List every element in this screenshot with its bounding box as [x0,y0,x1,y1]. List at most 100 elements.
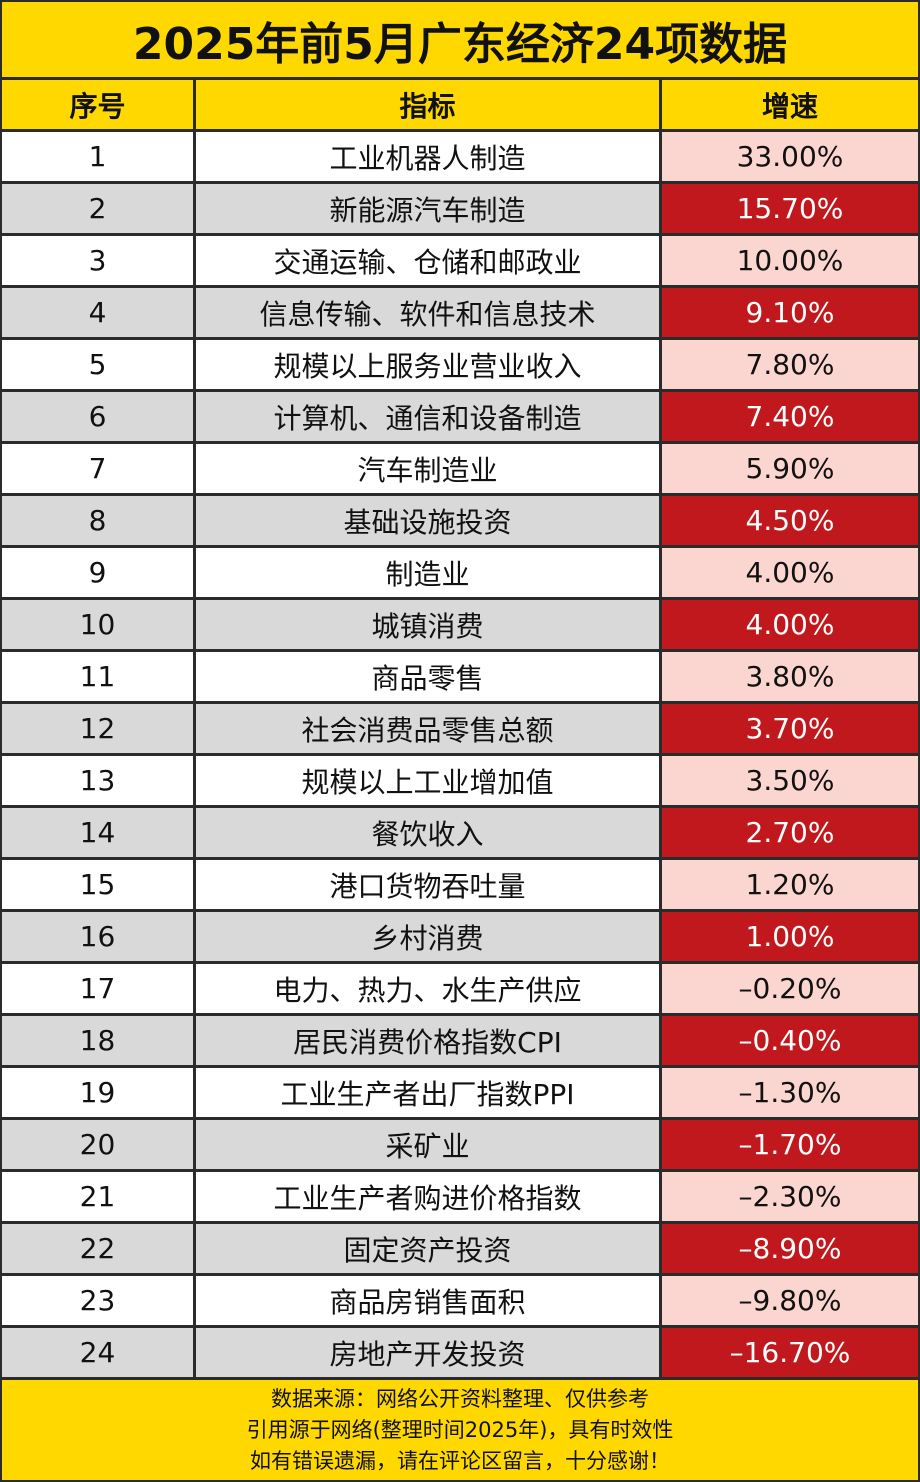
row-index: 16 [2,912,193,961]
row-index: 3 [2,236,193,285]
row-index: 5 [2,340,193,389]
table-row: 12 社会消费品零售总额 3.70% [2,704,918,753]
row-indicator: 餐饮收入 [196,808,659,857]
row-growth: –8.90% [662,1224,918,1273]
row-index: 12 [2,704,193,753]
row-index: 8 [2,496,193,545]
table-row: 6 计算机、通信和设备制造 7.40% [2,392,918,441]
row-index: 6 [2,392,193,441]
table-row: 10 城镇消费 4.00% [2,600,918,649]
row-index: 11 [2,652,193,701]
row-index: 13 [2,756,193,805]
row-indicator: 交通运输、仓储和邮政业 [196,236,659,285]
row-indicator: 新能源汽车制造 [196,184,659,233]
table-row: 20 采矿业 –1.70% [2,1120,918,1169]
row-growth: –2.30% [662,1172,918,1221]
row-growth: 7.40% [662,392,918,441]
row-indicator: 固定资产投资 [196,1224,659,1273]
row-index: 9 [2,548,193,597]
row-growth: 1.00% [662,912,918,961]
footer-note: 数据来源：网络公开资料整理、仅供参考 引用源于网络(整理时间2025年)，具有时… [2,1380,918,1480]
row-indicator: 商品零售 [196,652,659,701]
row-index: 22 [2,1224,193,1273]
table-row: 16 乡村消费 1.00% [2,912,918,961]
row-growth: 1.20% [662,860,918,909]
row-index: 1 [2,132,193,181]
table-row: 17 电力、热力、水生产供应 –0.20% [2,964,918,1013]
row-growth: 15.70% [662,184,918,233]
row-index: 21 [2,1172,193,1221]
row-indicator: 信息传输、软件和信息技术 [196,288,659,337]
row-growth: 3.80% [662,652,918,701]
table-row: 21 工业生产者购进价格指数 –2.30% [2,1172,918,1221]
table-row: 19 工业生产者出厂指数PPI –1.30% [2,1068,918,1117]
table-row: 5 规模以上服务业营业收入 7.80% [2,340,918,389]
row-indicator: 制造业 [196,548,659,597]
row-growth: –16.70% [662,1328,918,1377]
table-row: 7 汽车制造业 5.90% [2,444,918,493]
table-row: 9 制造业 4.00% [2,548,918,597]
row-index: 2 [2,184,193,233]
row-growth: 4.00% [662,548,918,597]
table-row: 22 固定资产投资 –8.90% [2,1224,918,1273]
row-index: 23 [2,1276,193,1325]
row-growth: –1.70% [662,1120,918,1169]
row-indicator: 采矿业 [196,1120,659,1169]
row-growth: 10.00% [662,236,918,285]
row-indicator: 房地产开发投资 [196,1328,659,1377]
table-header: 序号 指标 增速 [2,80,918,129]
row-growth: –9.80% [662,1276,918,1325]
row-growth: –1.30% [662,1068,918,1117]
row-indicator: 城镇消费 [196,600,659,649]
row-index: 24 [2,1328,193,1377]
row-indicator: 计算机、通信和设备制造 [196,392,659,441]
row-indicator: 居民消费价格指数CPI [196,1016,659,1065]
row-growth: 33.00% [662,132,918,181]
row-indicator: 港口货物吞吐量 [196,860,659,909]
footer-line-feedback: 如有错误遗漏，请在评论区留言，十分感谢！ [250,1448,670,1473]
table-row: 13 规模以上工业增加值 3.50% [2,756,918,805]
row-index: 17 [2,964,193,1013]
row-indicator: 社会消费品零售总额 [196,704,659,753]
row-indicator: 基础设施投资 [196,496,659,545]
row-indicator: 汽车制造业 [196,444,659,493]
row-index: 19 [2,1068,193,1117]
row-growth: –0.40% [662,1016,918,1065]
row-growth: 3.70% [662,704,918,753]
row-indicator: 乡村消费 [196,912,659,961]
row-indicator: 商品房销售面积 [196,1276,659,1325]
footer-line-citation: 引用源于网络(整理时间2025年)，具有时效性 [246,1417,674,1442]
table-row: 4 信息传输、软件和信息技术 9.10% [2,288,918,337]
row-index: 15 [2,860,193,909]
row-index: 7 [2,444,193,493]
table-row: 11 商品零售 3.80% [2,652,918,701]
row-indicator: 规模以上工业增加值 [196,756,659,805]
page-title: 2025年前5月广东经济24项数据 [2,2,918,77]
row-indicator: 规模以上服务业营业收入 [196,340,659,389]
row-indicator: 工业生产者出厂指数PPI [196,1068,659,1117]
row-growth: 7.80% [662,340,918,389]
row-indicator: 电力、热力、水生产供应 [196,964,659,1013]
row-indicator: 工业生产者购进价格指数 [196,1172,659,1221]
table-row: 15 港口货物吞吐量 1.20% [2,860,918,909]
header-growth: 增速 [662,80,918,129]
table-row: 8 基础设施投资 4.50% [2,496,918,545]
row-growth: –0.20% [662,964,918,1013]
table-row: 14 餐饮收入 2.70% [2,808,918,857]
row-index: 14 [2,808,193,857]
row-growth: 5.90% [662,444,918,493]
row-index: 20 [2,1120,193,1169]
row-indicator: 工业机器人制造 [196,132,659,181]
row-growth: 4.00% [662,600,918,649]
header-index: 序号 [2,80,193,129]
row-index: 4 [2,288,193,337]
row-growth: 3.50% [662,756,918,805]
row-growth: 9.10% [662,288,918,337]
row-index: 18 [2,1016,193,1065]
footer-line-source: 数据来源：网络公开资料整理、仅供参考 [271,1386,649,1411]
table-row: 24 房地产开发投资 –16.70% [2,1328,918,1377]
row-growth: 2.70% [662,808,918,857]
table-row: 2 新能源汽车制造 15.70% [2,184,918,233]
table-row: 1 工业机器人制造 33.00% [2,132,918,181]
